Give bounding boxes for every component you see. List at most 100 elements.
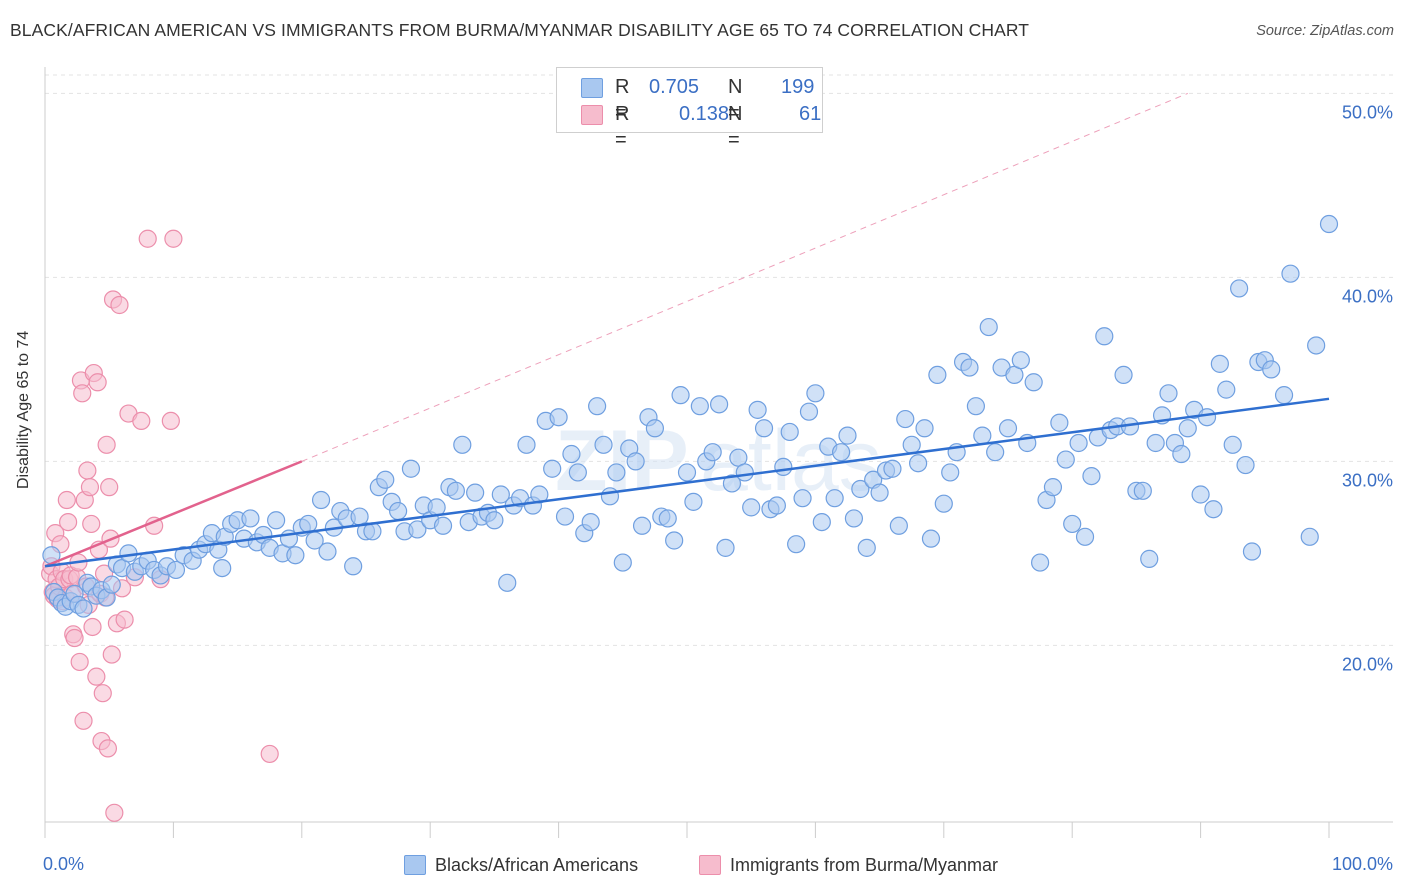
blue-point — [1056, 450, 1075, 469]
pink-point — [65, 628, 84, 648]
pink-point — [88, 373, 107, 392]
blue-point — [748, 400, 767, 419]
blue-point — [1140, 549, 1159, 568]
blue-point — [1069, 433, 1088, 453]
r-label: R = — [615, 76, 630, 124]
blue-point — [376, 470, 395, 489]
blue-point — [921, 529, 941, 548]
blue-point — [806, 384, 825, 403]
blue-point — [286, 546, 305, 565]
blue-point — [857, 538, 876, 557]
blue-point — [555, 507, 575, 526]
blue-point — [716, 538, 735, 557]
blue-point — [812, 512, 831, 532]
legend-label: Immigrants from Burma/Myanmar — [730, 855, 999, 875]
blue-point — [684, 492, 703, 511]
blue-point — [690, 397, 709, 416]
blue-point — [1095, 327, 1114, 346]
blue-point — [588, 397, 607, 416]
legend-label: Blacks/African Americans — [435, 855, 639, 875]
source-label[interactable]: Source: ZipAtlas.com — [1256, 23, 1394, 39]
blue-point — [491, 485, 510, 504]
blue-point — [241, 509, 260, 528]
blue-point — [831, 443, 851, 462]
r-value: 0.138 — [679, 103, 730, 125]
pink-point — [115, 610, 134, 629]
pink-swatch — [581, 105, 603, 125]
pink-point — [105, 803, 124, 822]
blue-point — [1319, 214, 1339, 234]
blue-swatch — [404, 855, 426, 875]
pink-point — [83, 617, 102, 637]
blue-point — [915, 419, 934, 438]
blue-point — [889, 516, 908, 535]
blue-point — [446, 481, 465, 500]
blue-point — [1281, 264, 1300, 283]
blue-point — [1133, 481, 1152, 500]
blue-point — [709, 395, 729, 414]
blue-point — [1210, 354, 1229, 373]
blue-swatch — [581, 78, 603, 98]
blue-point — [1204, 500, 1223, 519]
n-value: 199 — [781, 76, 815, 98]
blue-point — [299, 514, 318, 534]
n-value: 61 — [799, 103, 822, 125]
blue-point — [742, 498, 761, 517]
blue-point — [870, 483, 889, 502]
blue-point — [754, 419, 774, 438]
blue-point — [562, 444, 581, 464]
blue-point — [1217, 380, 1236, 399]
blue-point — [1307, 336, 1326, 355]
pink-point — [82, 514, 101, 534]
r-value: 0.705 — [649, 76, 700, 98]
blue-point — [1075, 527, 1095, 546]
pink-point — [80, 478, 100, 497]
blue-point — [318, 542, 337, 561]
pink-point — [59, 512, 78, 532]
blue-point — [311, 490, 331, 510]
blue-point — [767, 496, 786, 515]
blue-point — [851, 479, 870, 499]
pink-point — [102, 645, 121, 664]
pink-trend-line — [44, 460, 303, 568]
blue-point — [645, 419, 665, 438]
blue-point — [774, 457, 793, 476]
blue-point — [1191, 485, 1210, 504]
blue-point — [1223, 435, 1242, 454]
blue-point — [1063, 514, 1082, 534]
x-tick-label: 100.0% — [1332, 854, 1393, 874]
blue-point — [517, 435, 536, 454]
pink-point — [98, 739, 118, 758]
blue-point — [74, 599, 93, 618]
blue-point — [408, 520, 427, 539]
blue-point — [1242, 542, 1262, 561]
n-label: N = — [728, 76, 743, 124]
blue-point — [401, 459, 421, 478]
blue-point — [780, 422, 799, 442]
blue-point — [973, 426, 992, 445]
blue-point — [793, 489, 812, 508]
blue-point — [498, 573, 517, 592]
blue-point — [600, 487, 620, 506]
y-tick-label: 30.0% — [1342, 470, 1393, 490]
pink-point — [110, 295, 129, 315]
pink-point — [161, 411, 180, 431]
blue-trend-line — [44, 397, 1330, 568]
blue-point — [838, 426, 857, 445]
blue-point — [1178, 419, 1197, 438]
blue-point — [998, 419, 1018, 438]
blue-point — [677, 463, 697, 482]
blue-point — [902, 435, 921, 454]
blue-point — [549, 408, 568, 427]
blue-point — [1172, 444, 1191, 464]
blue-point — [658, 509, 677, 528]
blue-point — [581, 512, 600, 532]
blue-point — [213, 558, 232, 578]
blue-point — [543, 459, 562, 478]
blue-point — [594, 435, 613, 454]
blue-point — [344, 557, 363, 576]
blue-point — [844, 509, 864, 528]
blue-point — [1262, 360, 1281, 379]
blue-point — [934, 494, 953, 513]
